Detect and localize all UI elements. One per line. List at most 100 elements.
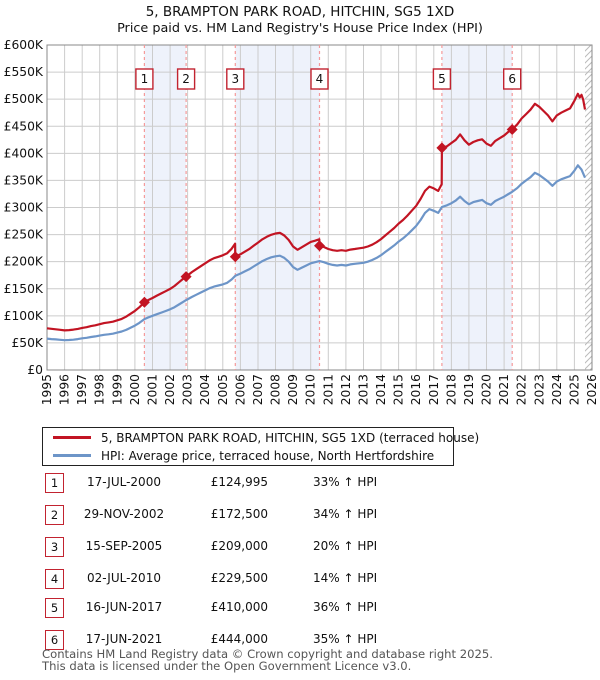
x-tick-label: 2024 xyxy=(550,374,564,405)
y-tick-label: £600K xyxy=(4,38,44,52)
sale-number-badge: 2 xyxy=(45,505,64,525)
footer-line-2: This data is licensed under the Open Gov… xyxy=(42,659,412,673)
sale-number-box xyxy=(310,68,329,90)
x-tick-label: 1997 xyxy=(75,374,89,405)
x-tick-label: 2005 xyxy=(216,374,230,405)
price-history-chart: 1 2 3 4 5 6 £0 £50K £100K £150K £200K £250K £300K £35… xyxy=(4,38,599,405)
sale-number-box xyxy=(135,68,154,90)
y-tick-label: £550K xyxy=(4,65,44,79)
sale-marker-diamond xyxy=(314,240,325,252)
x-tick-label: 2025 xyxy=(567,374,581,405)
x-tick-label: 2020 xyxy=(480,374,494,405)
legend-line-swatch xyxy=(53,454,91,457)
sale-number-label: 5 xyxy=(438,72,446,86)
x-tick-label: 2003 xyxy=(181,374,195,405)
sale-table-row: 4 02-JUL-2010 £229,500 14% ↑ HPI xyxy=(0,569,600,591)
y-tick-label: £400K xyxy=(4,146,44,160)
legend-row: 5, BRAMPTON PARK ROAD, HITCHIN, SG5 1XD … xyxy=(43,429,479,447)
sale-date: 16-JUN-2017 xyxy=(85,600,163,614)
legend-label: 5, BRAMPTON PARK ROAD, HITCHIN, SG5 1XD … xyxy=(101,430,480,445)
sale-date: 02-JUL-2010 xyxy=(87,571,161,585)
x-tick-label: 2006 xyxy=(233,374,247,405)
sale-number-box xyxy=(176,68,196,90)
y-tick-label: £0 xyxy=(27,363,43,377)
license-footer: Contains HM Land Registry data © Crown c… xyxy=(42,648,598,672)
x-tick-label: 2004 xyxy=(198,374,212,405)
x-tick-label: 2022 xyxy=(515,374,529,405)
sale-price: £229,500 xyxy=(210,571,268,585)
x-tick-label: 2007 xyxy=(251,374,265,405)
sale-hpi-delta: 14% ↑ HPI xyxy=(313,571,378,585)
y-tick-label: £100K xyxy=(4,309,44,323)
legend-label: HPI: Average price, terraced house, Nort… xyxy=(101,448,435,463)
sale-price: £410,000 xyxy=(210,600,268,614)
x-tick-label: 2016 xyxy=(409,374,423,405)
x-tick-label: 2014 xyxy=(374,374,388,405)
sale-number-label: 2 xyxy=(182,72,190,86)
chart-legend: 5, BRAMPTON PARK ROAD, HITCHIN, SG5 1XD … xyxy=(42,427,479,466)
x-tick-label: 2021 xyxy=(497,374,511,405)
sale-date: 17-JUN-2021 xyxy=(85,632,163,646)
y-tick-label: £450K xyxy=(4,119,44,133)
sale-number-label: 4 xyxy=(316,72,324,86)
series-hpi xyxy=(46,164,587,342)
sale-hpi-delta: 20% ↑ HPI xyxy=(313,539,378,553)
x-tick-label: 2000 xyxy=(128,374,142,405)
x-tick-label: 1999 xyxy=(110,374,124,405)
x-tick-label: 2001 xyxy=(146,374,160,405)
x-tick-label: 2015 xyxy=(392,374,406,405)
legend-row: HPI: Average price, terraced house, Nort… xyxy=(43,447,453,465)
sale-table-row: 3 15-SEP-2005 £209,000 20% ↑ HPI xyxy=(0,537,600,559)
y-tick-label: £250K xyxy=(4,228,44,242)
page-subtitle: Price paid vs. HM Land Registry's House … xyxy=(117,21,483,36)
sale-marker-diamond xyxy=(506,124,518,135)
sale-number-badge: 6 xyxy=(45,630,64,650)
sale-number-badge: 4 xyxy=(45,569,64,589)
x-tick-label: 2010 xyxy=(304,374,318,405)
x-tick-label: 2002 xyxy=(163,374,177,405)
x-tick-label: 2008 xyxy=(269,374,283,405)
footer-line-1: Contains HM Land Registry data © Crown c… xyxy=(42,647,493,661)
sale-marker-diamond xyxy=(436,142,448,154)
sale-number-badge: 3 xyxy=(45,537,64,557)
y-tick-label: £200K xyxy=(4,255,44,269)
sale-price: £172,500 xyxy=(210,507,268,521)
x-tick-label: 2009 xyxy=(286,374,300,405)
x-tick-label: 1998 xyxy=(93,374,107,405)
x-tick-label: 2026 xyxy=(585,374,599,405)
y-tick-label: £300K xyxy=(4,201,44,215)
sale-date: 17-JUL-2000 xyxy=(87,475,161,489)
sale-marker-diamond xyxy=(138,296,150,308)
sale-hpi-delta: 34% ↑ HPI xyxy=(313,507,378,521)
sale-number-label: 6 xyxy=(508,72,516,86)
sale-date: 29-NOV-2002 xyxy=(83,507,165,521)
x-tick-label: 1996 xyxy=(58,374,72,405)
sale-number-box xyxy=(432,68,452,90)
sale-number-label: 1 xyxy=(141,72,149,86)
sale-hpi-delta: 33% ↑ HPI xyxy=(313,475,378,489)
x-tick-label: 2019 xyxy=(462,374,476,405)
y-tick-label: £150K xyxy=(4,282,44,296)
y-tick-label: £350K xyxy=(4,173,44,187)
sale-table-row: 5 16-JUN-2017 £410,000 36% ↑ HPI xyxy=(0,598,600,620)
x-tick-label: 2013 xyxy=(357,374,371,405)
sale-table-row: 6 17-JUN-2021 £444,000 35% ↑ HPI xyxy=(0,630,600,652)
sale-number-badge: 1 xyxy=(45,473,64,493)
sale-table-row: 2 29-NOV-2002 £172,500 34% ↑ HPI xyxy=(0,505,600,527)
sale-hpi-delta: 35% ↑ HPI xyxy=(313,632,378,646)
x-tick-label: 2017 xyxy=(427,374,441,405)
sale-marker-diamond xyxy=(229,251,241,263)
y-tick-label: £50K xyxy=(11,336,43,350)
sale-number-box xyxy=(226,68,245,90)
sale-price: £124,995 xyxy=(210,475,268,489)
legend-line-swatch xyxy=(53,436,91,439)
x-tick-label: 2023 xyxy=(532,374,546,405)
y-tick-label: £500K xyxy=(4,92,44,106)
sale-marker-diamond xyxy=(180,271,192,283)
sale-number-badge: 5 xyxy=(45,598,64,618)
sale-number-box xyxy=(503,68,522,90)
sale-hpi-delta: 36% ↑ HPI xyxy=(313,600,378,614)
sale-price: £209,000 xyxy=(210,539,268,553)
sale-price: £444,000 xyxy=(210,632,268,646)
x-tick-label: 2018 xyxy=(444,374,458,405)
